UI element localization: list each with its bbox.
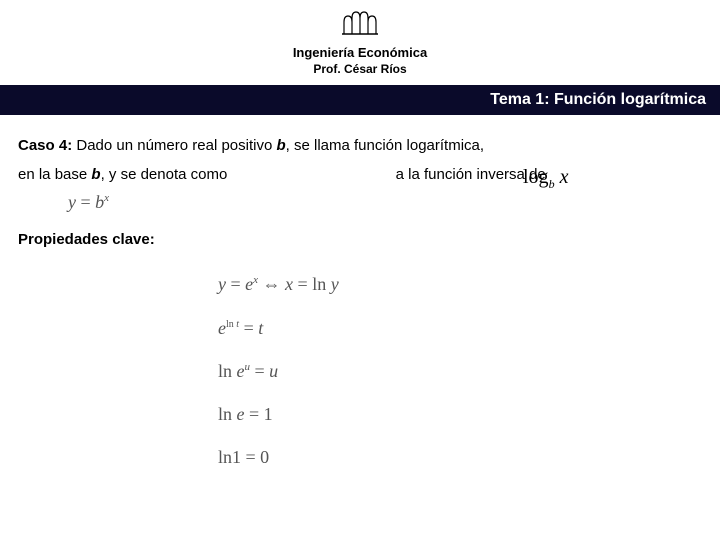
eq1-eq2: = [293,274,312,294]
param-b-2: b [91,166,100,183]
equation-5: ln1 = 0 [218,445,702,470]
eq2-t: t [258,318,263,338]
equation-2: eln t = t [218,316,702,341]
eq2-e: e [218,318,226,338]
definition-line-2: en la base b, y se denota como a la func… [18,164,702,187]
eq1-y: y [218,274,226,294]
equation-1: y = ex ⇔ x = ln y [218,272,702,297]
equation-4: ln e = 1 [218,402,702,427]
eq4-ln: ln [218,404,237,424]
course-title: Ingeniería Económica [0,45,720,62]
para-text-2b: , y se denota como [101,166,228,183]
eq4-val: 1 [264,404,273,424]
definition-paragraph: Caso 4: Dado un número real positivo b, … [18,135,702,158]
slide-content: Caso 4: Dado un número real positivo b, … [0,115,720,508]
eq3-eq: = [250,361,269,381]
eq3-ln: ln [218,361,237,381]
eq5-val: 0 [260,447,269,467]
institution-logo-icon [340,8,380,41]
func-y: y [68,192,76,212]
func-b: b [95,192,104,212]
eq1-y2: y [331,274,339,294]
professor-name: Prof. César Ríos [0,62,720,78]
equation-3: ln eu = u [218,359,702,384]
inverse-function: y = bx [68,192,702,213]
func-exp: x [104,192,109,204]
eq1-eq1: = [226,274,245,294]
case-label: Caso 4: [18,137,72,154]
eq4-eq: = [245,404,264,424]
equations-block: y = ex ⇔ x = ln y eln t = t ln eu = u ln… [218,272,702,470]
log-base: b [549,177,555,191]
eq5-ln: ln [218,447,232,467]
eq1-e: e [245,274,253,294]
eq3-u: u [269,361,278,381]
log-text: log [523,166,549,188]
eq2-eq: = [239,318,258,338]
topic-bar: Tema 1: Función logarítmica [0,85,720,115]
para-text-2a: en la base [18,166,91,183]
header: Ingeniería Económica Prof. César Ríos [0,0,720,77]
eq1-iff: ⇔ [258,274,285,294]
eq3-e: e [237,361,245,381]
eq5-eq: = [241,447,260,467]
log-expression: logb x [523,162,568,193]
properties-title: Propiedades clave: [18,231,702,248]
para-text-1b: , se llama función logarítmica, [286,137,484,154]
func-eq: = [76,192,95,212]
eq4-e: e [237,404,245,424]
log-arg: x [560,166,569,188]
para-text-1a: Dado un número real positivo [72,137,276,154]
eq1-ln: ln [312,274,331,294]
eq1-x: x [285,274,293,294]
param-b-1: b [276,137,285,154]
eq5-1: 1 [232,447,241,467]
